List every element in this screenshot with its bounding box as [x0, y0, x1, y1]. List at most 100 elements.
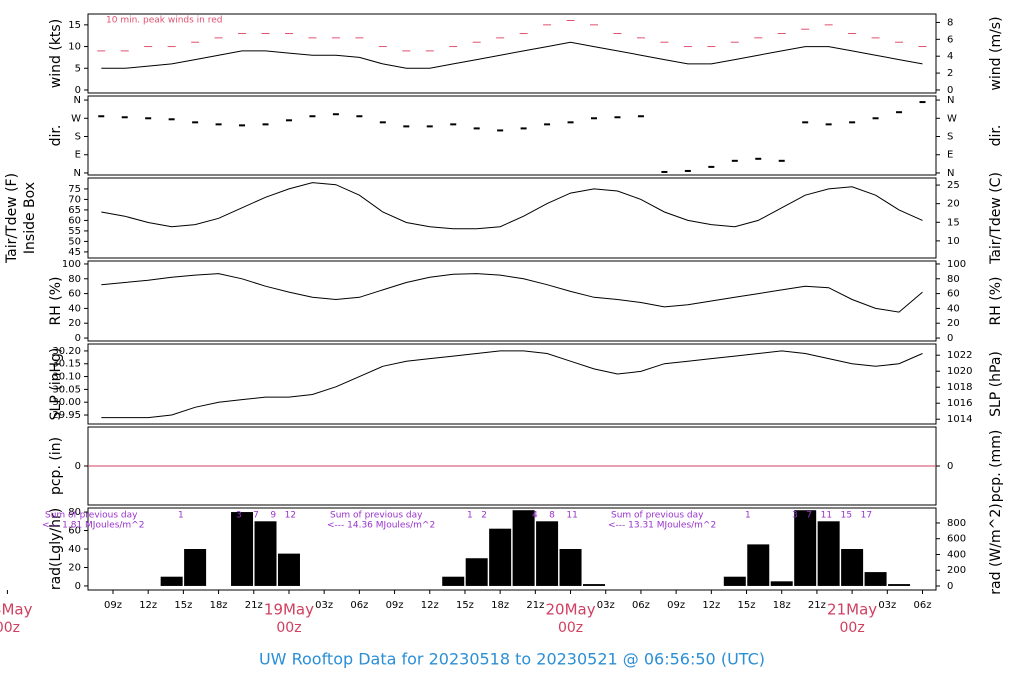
panel-frame — [87, 343, 937, 425]
y2-tick-label: 10 — [947, 236, 960, 247]
rad-bar — [770, 581, 793, 586]
y-tick-label: 80 — [68, 274, 81, 285]
y2-tick-label: 1016 — [947, 398, 972, 409]
cloud-mark: 3 7 9 12 — [236, 511, 296, 521]
rad-bar — [723, 576, 746, 586]
x-tick-label: 18z — [210, 600, 228, 611]
dir-point — [544, 123, 551, 126]
y-tick-label: 40 — [68, 303, 81, 314]
y2-tick-label: 15 — [947, 217, 960, 228]
panel-frame — [87, 13, 937, 94]
series-line — [101, 350, 923, 419]
dir-point — [825, 123, 832, 126]
y2-tick-label: 80 — [947, 274, 960, 285]
y2-tick-label: S — [947, 132, 953, 143]
y-tick-label: 75 — [68, 184, 81, 195]
rad-bar — [794, 510, 817, 586]
dir-point — [661, 170, 668, 173]
x-tick-label: 18z — [491, 600, 509, 611]
y2-tick-label: 1018 — [947, 382, 972, 393]
y-tick-label: 30.20 — [52, 346, 81, 357]
y2-tick-label: 25 — [947, 180, 960, 191]
panel-frame — [87, 260, 937, 342]
y2-tick-label: 200 — [947, 565, 966, 576]
day-label: 18May — [0, 601, 33, 619]
y-tick-label: W — [71, 113, 81, 124]
x-tick-label: 09z — [386, 600, 404, 611]
y2-tick-label: 20 — [947, 318, 960, 329]
y-tick-label: 5 — [75, 63, 81, 74]
x-tick-label: 12z — [421, 600, 439, 611]
y2-axis-label: Tair/Tdew (C) — [988, 172, 1004, 265]
y-tick-label: 45 — [68, 247, 81, 258]
y-tick-label: N — [74, 168, 81, 179]
y2-tick-label: 0 — [947, 461, 953, 472]
y-axis-label: wind (kts) — [48, 19, 64, 88]
y-tick-label: 15 — [68, 20, 81, 31]
y2-tick-label: E — [947, 150, 953, 161]
series-line — [101, 182, 923, 230]
dir-point — [684, 169, 691, 172]
dir-point — [708, 165, 715, 168]
y-tick-label: 100 — [62, 259, 81, 270]
y2-axis-label: wind (m/s) — [988, 16, 1004, 90]
dir-point — [614, 116, 621, 119]
y2-tick-label: 0 — [947, 581, 953, 592]
dir-point — [567, 121, 574, 124]
dir-point — [192, 121, 199, 124]
dir-point — [98, 115, 105, 118]
y2-tick-label: 800 — [947, 518, 966, 529]
dir-point — [520, 127, 527, 130]
dir-point — [872, 117, 879, 120]
cloud-mark: 1 2 — [467, 511, 487, 521]
y-tick-label: 30.10 — [52, 372, 81, 383]
x-tick-label: 06z — [350, 600, 368, 611]
y2-tick-label: 100 — [947, 259, 966, 270]
y-tick-label: 60 — [68, 215, 81, 226]
y2-tick-label: 0 — [947, 85, 953, 96]
y2-tick-label: N — [947, 95, 954, 106]
rad-bar — [536, 521, 559, 586]
y-tick-label: 20 — [68, 318, 81, 329]
series-line — [101, 273, 923, 313]
rad-bar — [160, 576, 183, 586]
y-axis-label: rad(Lgly/hr) — [48, 508, 64, 590]
y2-tick-label: 1020 — [947, 366, 972, 377]
dir-point — [637, 115, 644, 118]
series-line — [101, 41, 923, 69]
y-tick-label: 0 — [75, 581, 81, 592]
y-axis-note: Inside Box — [22, 182, 38, 254]
y-tick-label: 30.00 — [52, 397, 81, 408]
dir-point — [285, 119, 292, 122]
x-tick-label: 21z — [526, 600, 544, 611]
dir-point — [262, 123, 269, 126]
dir-point — [403, 125, 410, 128]
note-title: Sum of previous day — [45, 511, 138, 521]
dir-point — [145, 117, 152, 120]
cloud-mark: 4 8 11 — [532, 511, 578, 521]
y-axis-label: dir. — [48, 125, 64, 147]
x-tick-label: 12z — [139, 600, 157, 611]
y2-axis-label: RH (%) — [988, 277, 1004, 326]
y-axis-label: pcp. (in) — [48, 437, 64, 495]
y-tick-label: 30.05 — [52, 384, 81, 395]
y2-tick-label: 60 — [947, 289, 960, 300]
y-axis-label: Tair/Tdew (F) — [4, 173, 20, 264]
dir-point — [919, 101, 926, 104]
y-tick-label: 30.15 — [52, 359, 81, 370]
y2-tick-label: 1014 — [947, 414, 972, 425]
y-tick-label: 40 — [68, 544, 81, 555]
panel-frame — [87, 95, 937, 176]
note-title: Sum of previous day — [611, 511, 704, 521]
x-tick-label: 21z — [808, 600, 826, 611]
x-tick-label: 06z — [632, 600, 650, 611]
x-tick-label: 12z — [702, 600, 720, 611]
y-tick-label: 55 — [68, 226, 81, 237]
day-label: 20May — [545, 601, 595, 619]
cloud-mark: 1 — [745, 511, 751, 521]
y2-axis-label: dir. — [988, 125, 1004, 147]
dir-point — [168, 118, 175, 121]
dir-point — [215, 123, 222, 126]
x-tick-label: 18z — [773, 600, 791, 611]
